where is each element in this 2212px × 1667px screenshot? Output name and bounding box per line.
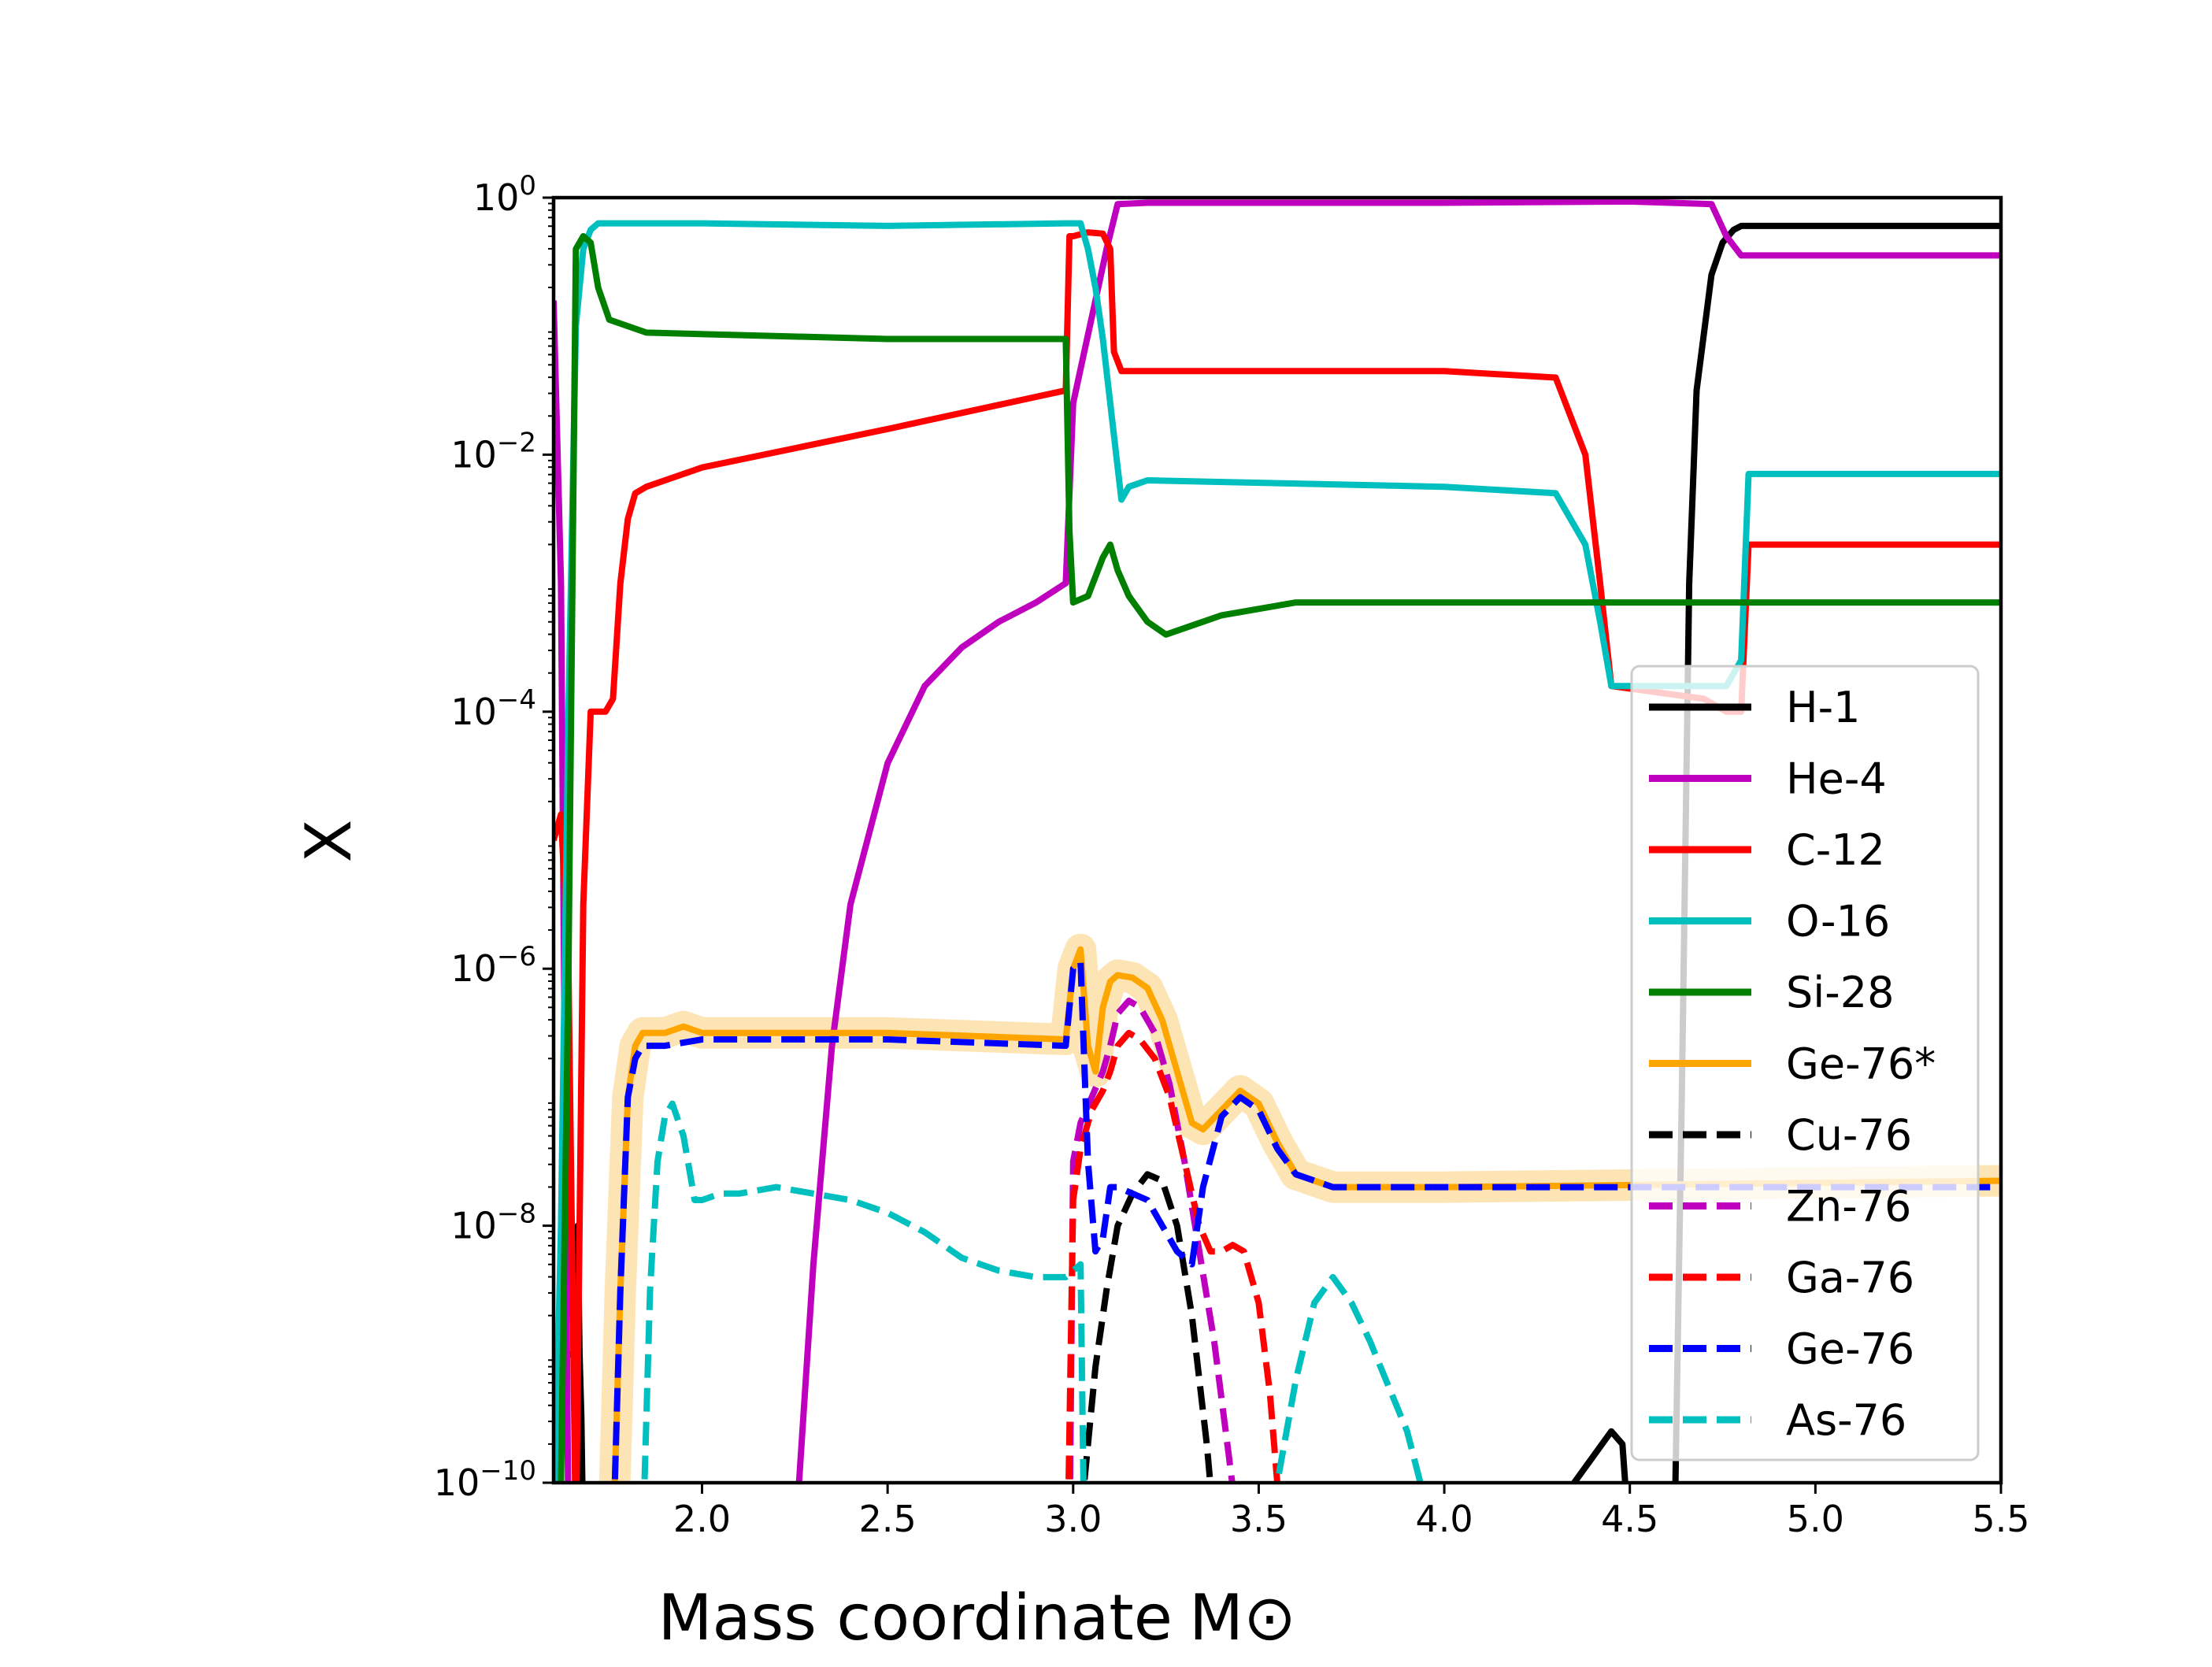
series-line-ga-76-dashed: [1065, 1029, 1281, 1483]
series-line-si-28: [558, 233, 2001, 1483]
plot-frame: [551, 195, 2003, 1485]
legend-label: O-16: [1786, 897, 1890, 946]
legend-label: H-1: [1786, 683, 1860, 732]
series-line-ge-76-dashed: [611, 959, 2001, 1483]
y-tick-exponent: 0: [519, 170, 536, 202]
y-tick-exponent: −2: [497, 427, 536, 458]
y-tick-label: 10−4: [450, 684, 536, 733]
y-tick-base: 10: [450, 1205, 497, 1247]
x-axis: 2.0 2.5 3.0 3.5 4.0 4.5 5.0 5.5: [673, 1483, 2030, 1540]
series-line-he-4: [554, 198, 2001, 1483]
series-line-cu-76-dashed: [1080, 1171, 1213, 1483]
x-tick-label: 5.5: [1972, 1498, 2029, 1540]
legend-label: Zn-76: [1786, 1182, 1911, 1232]
y-tick-base: 10: [450, 947, 497, 990]
y-tick-label: 10−6: [450, 941, 536, 990]
legend-label: Ge-76: [1786, 1324, 1914, 1374]
y-tick-base: 10: [473, 176, 520, 219]
legend-items: H-1 He-4 C-12 O-16 Si-28 Ge-76* Cu-76 Zn-76 Ga-7…: [1649, 683, 1936, 1445]
x-tick-label: 5.0: [1787, 1498, 1844, 1540]
y-tick-base: 10: [450, 691, 497, 733]
y-tick-label: 10−8: [450, 1198, 536, 1247]
legend-label: As-76: [1786, 1395, 1906, 1445]
y-axis-title: X: [292, 820, 365, 863]
x-tick-label: 4.5: [1601, 1498, 1658, 1540]
x-tick-label: 2.0: [673, 1498, 731, 1540]
legend-label: Si-28: [1786, 968, 1894, 1017]
series-line-zn-76-dashed: [1066, 998, 1236, 1483]
series-layer: [554, 198, 2001, 1483]
legend-label: C-12: [1786, 825, 1885, 875]
legend-label: Cu-76: [1786, 1110, 1912, 1160]
y-tick-base: 10: [450, 433, 497, 476]
y-tick-label: 10−2: [450, 427, 536, 476]
series-line-o-16: [554, 220, 2001, 1483]
legend-label: He-4: [1786, 754, 1887, 804]
series-line-as-76-dashed: [641, 1100, 1424, 1483]
x-axis-unit: M⊙: [1189, 1581, 1296, 1654]
y-tick-exponent: −4: [497, 684, 536, 716]
y-tick-exponent: −6: [497, 941, 536, 972]
legend: H-1 He-4 C-12 O-16 Si-28 Ge-76* Cu-76 Zn-76 Ga-7…: [1630, 665, 1980, 1461]
y-tick-label: 100: [473, 170, 536, 219]
series-line-c-12: [554, 229, 2001, 1483]
legend-label: Ga-76: [1786, 1253, 1914, 1302]
x-tick-label: 3.5: [1230, 1498, 1288, 1540]
series-line-ge-76-: [611, 946, 2001, 1483]
x-tick-label: 4.0: [1415, 1498, 1473, 1540]
legend-box: [1630, 665, 1980, 1461]
y-tick-exponent: −10: [480, 1455, 536, 1487]
y-tick-exponent: −8: [497, 1198, 536, 1230]
x-axis-title: Mass coordinate: [658, 1581, 1173, 1654]
y-tick-label: 10−10: [434, 1455, 536, 1504]
y-tick-base: 10: [434, 1461, 480, 1504]
x-tick-label: 2.5: [859, 1498, 917, 1540]
legend-label: Ge-76*: [1786, 1039, 1936, 1089]
x-tick-label: 3.0: [1044, 1498, 1102, 1540]
